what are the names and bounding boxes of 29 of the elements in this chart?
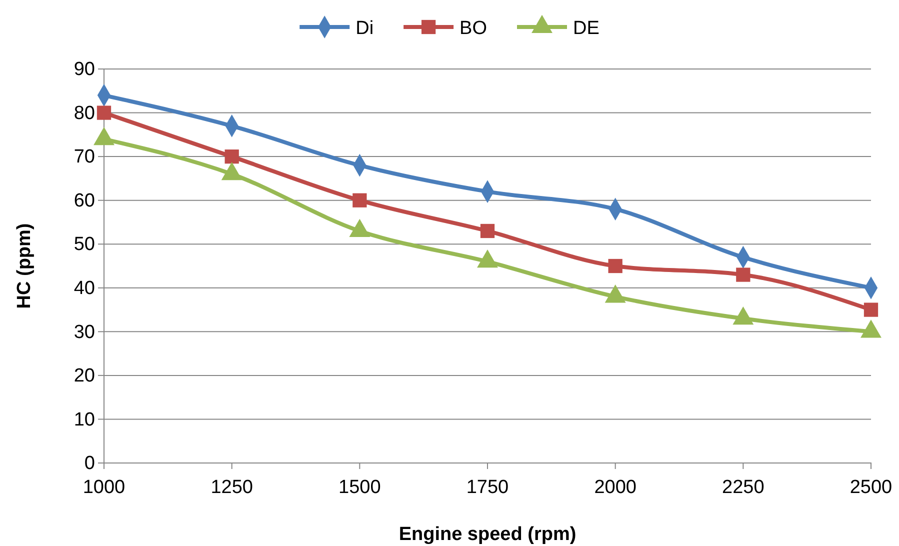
y-tick-label: 80 <box>74 102 95 124</box>
x-tick-label: 2500 <box>850 476 892 498</box>
y-tick-label: 30 <box>74 322 95 343</box>
y-tick-label: 20 <box>74 366 95 387</box>
x-tick-label: 2000 <box>594 476 636 498</box>
y-tick-label: 60 <box>74 190 95 212</box>
x-tick-label: 2250 <box>722 476 764 498</box>
point <box>224 149 239 164</box>
x-tick-label: 1250 <box>210 476 253 498</box>
y-tick-label: 70 <box>74 146 95 168</box>
legend-label: DE <box>573 18 600 39</box>
x-tick-label: 1000 <box>82 476 126 498</box>
point <box>608 258 622 274</box>
point <box>736 268 750 282</box>
x-tick-label: 1750 <box>466 476 509 498</box>
y-tick-label: 40 <box>74 278 95 299</box>
y-tick-label: 50 <box>74 234 95 256</box>
legend-label: BO <box>460 18 487 39</box>
y-axis-title: HC (ppm) <box>14 223 35 309</box>
point <box>864 302 878 317</box>
x-axis-title: Engine speed (rpm) <box>398 524 576 545</box>
point <box>480 224 495 238</box>
y-tick-label: 90 <box>74 59 95 80</box>
x-tick-label: 1500 <box>338 476 381 498</box>
y-tick-label: 10 <box>74 409 95 430</box>
legend-label: Di <box>356 18 374 39</box>
point <box>96 106 112 120</box>
y-tick-label: 0 <box>84 453 95 474</box>
point <box>352 193 367 208</box>
